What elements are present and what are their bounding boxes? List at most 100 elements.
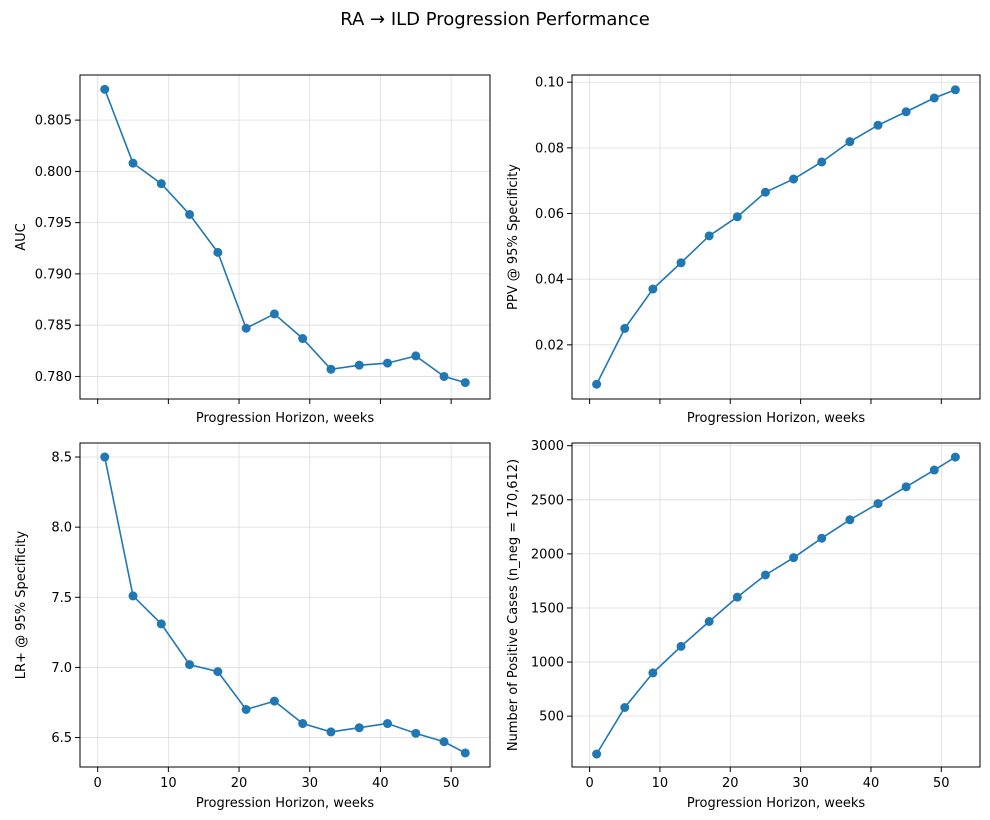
series-line: [103, 89, 466, 384]
data-point: [950, 85, 960, 95]
y-tick-label: 0.790: [35, 267, 72, 282]
data-point: [354, 723, 364, 733]
data-point: [676, 258, 686, 268]
data-point: [354, 360, 364, 370]
y-tick-label: 8.0: [51, 521, 72, 536]
x-tick-label: 50: [933, 776, 950, 791]
data-point: [929, 465, 939, 475]
y-tick-label: 0.04: [535, 273, 564, 288]
data-point: [592, 749, 602, 759]
x-tick-label: 10: [160, 776, 177, 791]
data-point: [100, 452, 110, 462]
data-point: [411, 728, 421, 738]
data-point: [460, 748, 470, 758]
y-tick-label: 2000: [531, 547, 564, 562]
x-tick-label: 20: [722, 776, 739, 791]
data-point: [326, 727, 336, 737]
y-tick-label: 500: [539, 710, 564, 725]
axes-frame: [571, 74, 981, 400]
series-line: [595, 89, 956, 385]
data-point: [100, 84, 110, 94]
y-tick-label: 0.795: [35, 216, 72, 231]
x-axis-label: Progression Horizon, weeks: [687, 411, 866, 426]
data-point: [298, 334, 308, 344]
x-axis-label: Progression Horizon, weeks: [196, 796, 375, 811]
data-point: [383, 719, 392, 729]
x-tick-label: 10: [652, 776, 669, 791]
figure-title: RA → ILD Progression Performance: [340, 9, 650, 30]
x-tick-label: 40: [372, 776, 389, 791]
x-tick-label: 0: [94, 776, 102, 791]
data-point: [185, 209, 195, 219]
data-point: [732, 592, 742, 602]
x-tick-label: 20: [231, 776, 248, 791]
data-point: [213, 667, 223, 677]
y-axis-label: PPV @ 95% Specificity: [506, 164, 521, 310]
data-point: [704, 231, 714, 241]
data-point: [817, 157, 827, 167]
data-point: [901, 482, 911, 492]
subplot-auc: 0.780 0.785 0.790 0.795 0.800 0.805 Progressio…: [14, 74, 491, 426]
data-point: [411, 351, 421, 361]
y-tick-label: 2500: [531, 493, 564, 508]
data-point: [592, 379, 602, 389]
data-point: [732, 212, 742, 222]
data-point: [676, 641, 686, 651]
data-point: [873, 499, 883, 509]
y-tick-label: 0.08: [535, 141, 564, 156]
data-point: [241, 704, 251, 714]
data-point: [845, 137, 855, 147]
x-tick-label: 30: [792, 776, 809, 791]
data-point: [901, 107, 911, 117]
data-point: [241, 323, 251, 333]
data-point: [648, 668, 658, 678]
x-axis-label: Progression Horizon, weeks: [687, 796, 866, 811]
y-tick-label: 3000: [531, 439, 564, 454]
axes-frame: [571, 442, 981, 768]
subplot-ppv: 0.02 0.04 0.06 0.08 0.10 Progression Horizon,…: [506, 74, 981, 426]
y-axis-label: LR+ @ 95% Specificity: [14, 530, 29, 679]
data-point: [213, 247, 223, 257]
axes-frame: [79, 74, 491, 400]
data-point: [269, 696, 279, 706]
axes-frame: [79, 442, 491, 768]
data-point: [950, 452, 960, 462]
y-tick-label: 0.805: [35, 114, 72, 129]
data-point: [789, 553, 799, 563]
y-tick-label: 0.02: [535, 338, 564, 353]
data-point: [383, 358, 392, 368]
data-point: [439, 737, 449, 747]
data-point: [929, 93, 939, 103]
data-point: [648, 284, 658, 294]
data-point: [845, 515, 855, 525]
data-point: [128, 591, 138, 601]
data-point: [460, 378, 470, 388]
data-point: [156, 179, 166, 189]
series-line: [595, 456, 956, 755]
y-tick-label: 7.0: [51, 661, 72, 676]
data-point: [760, 187, 770, 197]
y-tick-label: 0.785: [35, 319, 72, 334]
data-point: [269, 309, 279, 319]
data-point: [620, 703, 630, 713]
y-tick-label: 6.5: [51, 731, 72, 746]
data-point: [185, 660, 195, 670]
x-tick-label: 0: [585, 776, 593, 791]
y-tick-label: 8.5: [51, 451, 72, 466]
data-point: [760, 570, 770, 580]
data-point: [439, 371, 449, 381]
data-point: [873, 120, 883, 130]
y-axis-label: AUC: [14, 223, 29, 251]
x-axis-label: Progression Horizon, weeks: [196, 411, 375, 426]
data-point: [156, 619, 166, 629]
x-tick-label: 30: [301, 776, 318, 791]
data-point: [620, 323, 630, 333]
series-line: [103, 456, 466, 754]
y-tick-label: 7.5: [51, 591, 72, 606]
data-point: [326, 364, 336, 374]
subplot-lr: 0 10 20 30 40 50 6.5 7.0 7.5 8.0 8.5 Progression Ho…: [14, 442, 491, 811]
y-tick-label: 1500: [531, 601, 564, 616]
data-point: [298, 719, 308, 729]
y-axis-label: Number of Positive Cases (n_neg = 170,61…: [506, 459, 521, 751]
